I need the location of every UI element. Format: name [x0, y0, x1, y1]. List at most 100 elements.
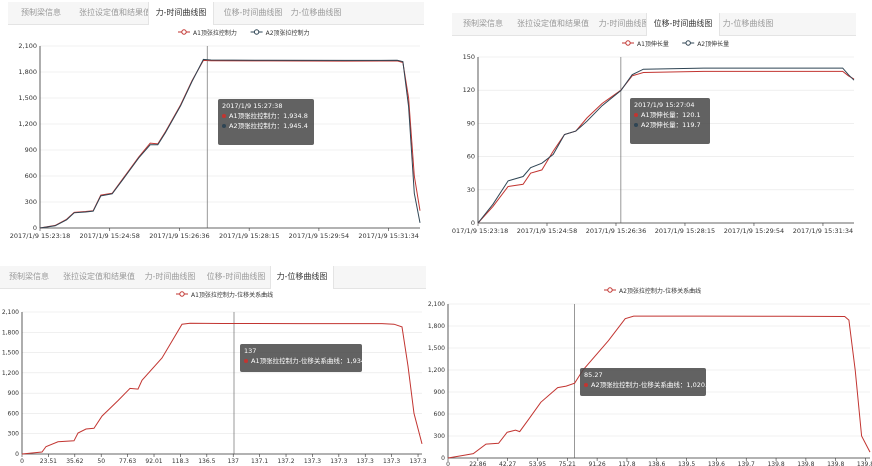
tab-displacement-time[interactable]: 位移-时间曲线图	[646, 13, 720, 36]
legend-marker	[253, 29, 260, 35]
legend-item: A1顶张拉控制力-位移关系曲线	[176, 291, 273, 299]
x-tick-label: 137.3	[357, 458, 374, 465]
tab-force-displacement[interactable]: 力-位移曲线图	[270, 266, 334, 289]
tooltip-title: 85.27	[584, 371, 603, 379]
y-tick-label: 1,200	[18, 120, 37, 128]
legend-label: A2顶张拉控制力	[266, 29, 310, 37]
x-tick-label: 139.8	[767, 461, 784, 466]
chart-force-displacement-a1: A1顶张拉控制力-位移关系曲线 0 300 600 900 1,200 1,500 1,800…	[2, 291, 426, 465]
tab-force-time[interactable]: 力-时间曲线图	[144, 272, 196, 281]
x-tick-label: 137.3	[383, 458, 400, 465]
y-tick-label: 2,100	[18, 42, 37, 50]
x-tick-label: 2017/1/9 15:28:15	[219, 232, 279, 240]
panel-force-time: 预制梁信息 张拉设定值和结果值 力-时间曲线图 位移-时间曲线图 力-位移曲线图…	[8, 2, 424, 242]
tab-force-displacement[interactable]: 力-位移曲线图	[722, 19, 774, 28]
x-tick-label: 2017/1/9 15:23:18	[10, 232, 70, 240]
tooltip-box	[580, 368, 706, 396]
x-tick-label: 137.2	[277, 458, 294, 465]
y-tick-label: 1,800	[2, 329, 19, 336]
x-tick-label: 138.6	[648, 461, 665, 466]
tooltip-marker	[222, 114, 226, 118]
series-line-1	[477, 70, 855, 224]
legend-label: A1顶张拉控制力	[193, 29, 237, 37]
legend-marker	[607, 287, 613, 293]
legend-marker	[625, 40, 631, 46]
series-line-2	[477, 67, 855, 224]
legend-item: A2顶张拉控制力-位移关系曲线	[604, 287, 701, 295]
tooltip-row: A1顶张拉控制力-位移关系曲线：1,934.7	[251, 356, 371, 365]
x-tick-label: 2017/1/9 15:31:34	[358, 232, 418, 240]
legend: A1顶张拉控制力-位移关系曲线	[176, 291, 273, 299]
x-tick-label: 137.1	[251, 458, 268, 465]
tab-beam-info[interactable]: 预制梁信息	[9, 272, 49, 281]
series-line-2	[39, 58, 421, 229]
x-tick-label: 139.8	[827, 461, 844, 466]
y-tick-label: 0	[33, 224, 37, 232]
tab-tension-values[interactable]: 张拉设定值和结果值	[63, 272, 135, 281]
panel-force-displacement-a2: A2顶张拉控制力-位移关系曲线 0 300 600 900 1,200 1,500 1,800…	[426, 278, 872, 466]
legend: A1顶张拉控制力 A2顶张拉控制力	[178, 29, 310, 37]
y-tick-label: 1,500	[2, 350, 19, 357]
y-tick-label: 300	[25, 198, 37, 206]
y-tick-label: 90	[467, 119, 475, 127]
x-tick-label: 137	[227, 458, 239, 465]
y-tick-label: 600	[25, 172, 37, 180]
tab-beam-info[interactable]: 预制梁信息	[21, 8, 61, 17]
tooltip-marker	[584, 383, 588, 387]
legend-item: A2顶伸长量	[682, 40, 729, 48]
x-tick-label: 35.62	[66, 458, 83, 465]
tooltip-marker	[244, 359, 248, 363]
y-tick-label: 1,500	[18, 94, 37, 102]
tooltip-title: 137	[244, 347, 256, 355]
tab-force-displacement[interactable]: 力-位移曲线图	[290, 8, 342, 17]
y-tick-label: 150	[463, 53, 475, 61]
y-tick-label: 1,200	[2, 370, 19, 377]
x-tick-label: 22.86	[469, 461, 486, 466]
tab-tension-values[interactable]: 张拉设定值和结果值	[517, 19, 589, 28]
chart-displacement-time: A1顶伸长量 A2顶伸长量 0 30 60 90 120 150 2017/1/9 15:23:…	[452, 40, 855, 235]
tab-bar: 预制梁信息 张拉设定值和结果值 力-时间曲线图 位移-时间曲线图 力-位移曲线图	[8, 2, 424, 25]
legend-marker	[181, 29, 187, 35]
x-tick-label: 139.5	[678, 461, 695, 466]
x-tick-label: 2017/1/9 15:28:15	[655, 227, 715, 235]
series-line-1	[447, 315, 871, 459]
tab-bar: 预制梁信息 张拉设定值和结果值 力-时间曲线图 位移-时间曲线图 力-位移曲线图	[452, 13, 856, 36]
x-tick-label: 117.8	[618, 461, 635, 466]
x-tick-label: 77.63	[119, 458, 136, 465]
tooltip-row: A2顶张拉控制力-位移关系曲线：1,020.1	[591, 380, 711, 389]
tab-beam-info[interactable]: 预制梁信息	[463, 19, 503, 28]
tab-displacement-time[interactable]: 位移-时间曲线图	[206, 272, 266, 281]
legend: A2顶张拉控制力-位移关系曲线	[604, 287, 701, 295]
y-tick-label: 300	[434, 433, 446, 440]
tab-tension-values[interactable]: 张拉设定值和结果值	[79, 8, 151, 17]
series-line-1	[21, 322, 423, 455]
chart-force-time: A1顶张拉控制力 A2顶张拉控制力 0 300 600 900 1,200 1,500 1,80…	[10, 29, 421, 240]
legend-item: A1顶伸长量	[622, 40, 669, 48]
tooltip: 2017/1/9 15:27:04A1顶伸长量：120.1A2顶伸长量：119.…	[630, 98, 710, 144]
x-tick-label: 2017/1/9 15:24:58	[79, 232, 139, 240]
tooltip-marker	[222, 124, 226, 128]
panel-force-displacement-a1: 预制梁信息 张拉设定值和结果值 力-时间曲线图 位移-时间曲线图 力-位移曲线图…	[0, 266, 426, 466]
tab-displacement-time[interactable]: 位移-时间曲线图	[223, 8, 283, 17]
x-tick-label: 50	[97, 458, 105, 465]
x-tick-label: 137.3	[304, 458, 321, 465]
x-tick-label: 2017/1/9 15:26:36	[149, 232, 209, 240]
tab-force-time[interactable]: 力-时间曲线图	[148, 2, 214, 25]
x-tick-label: 2017/1/9 15:29:54	[724, 227, 784, 235]
y-tick-label: 1,200	[428, 367, 445, 374]
tab-force-time[interactable]: 力-时间曲线图	[598, 19, 650, 28]
x-tick-label: 2017/1/9 15:29:54	[289, 232, 349, 240]
x-tick-label: 53.95	[529, 461, 546, 466]
legend-marker	[685, 40, 691, 46]
y-tick-label: 600	[434, 411, 446, 418]
y-tick-label: 2,100	[2, 309, 19, 316]
legend-label: A1顶伸长量	[637, 40, 669, 48]
x-tick-label: 118.3	[172, 458, 189, 465]
legend-item: A2顶张拉控制力	[250, 29, 310, 37]
tooltip-marker	[634, 123, 638, 127]
x-tick-label: 2017/1/9 15:24:58	[517, 227, 577, 235]
y-tick-label: 900	[25, 146, 37, 154]
panel-displacement-time: 预制梁信息 张拉设定值和结果值 力-时间曲线图 位移-时间曲线图 力-位移曲线图…	[452, 13, 856, 241]
